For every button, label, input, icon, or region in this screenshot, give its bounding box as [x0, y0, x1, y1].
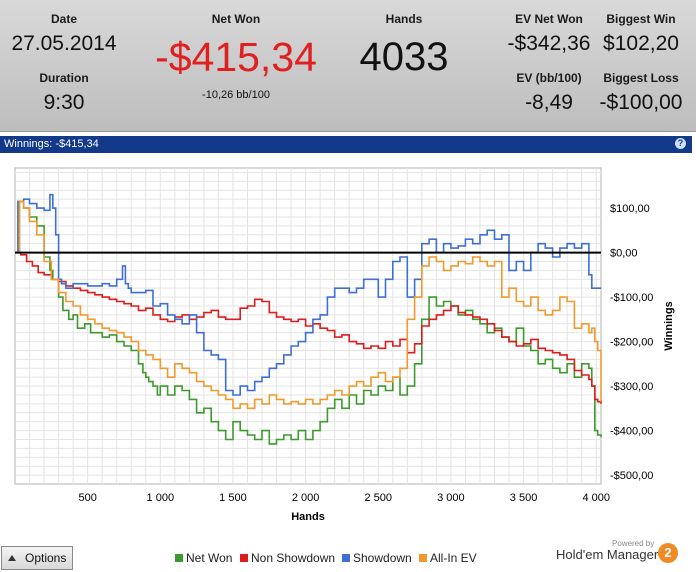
- help-icon[interactable]: ?: [675, 138, 686, 149]
- net-won-value: -$415,34: [155, 34, 317, 80]
- x-tick-label: 2 000: [292, 492, 320, 504]
- powered-by-text: Powered by: [612, 539, 655, 548]
- axis-ticks: 500 1 000 1 500 2 000 2 500 3 000 3 500 4 000 $1…: [78, 203, 653, 504]
- net-won-label: Net Won: [211, 12, 261, 26]
- x-tick-label: 1 500: [219, 492, 247, 504]
- legend-swatch: [419, 554, 427, 562]
- net-won-bb-per-100: -10,26 bb/100: [202, 89, 270, 101]
- ev-net-won-label: EV Net Won: [515, 12, 583, 26]
- x-tick-label: 1 000: [147, 492, 175, 504]
- legend-swatch: [342, 554, 350, 562]
- x-tick-label: 3 500: [510, 492, 538, 504]
- grid: [15, 168, 601, 484]
- legend-label: Showdown: [353, 551, 412, 565]
- session-summary: Date 27.05.2014 Duration 9:30 Net Won -$…: [0, 0, 696, 132]
- legend-label: All-In EV: [430, 551, 477, 565]
- x-tick-label: 2 500: [364, 492, 392, 504]
- winnings-panel-titlebar: Winnings: -$415,34 ?: [0, 136, 692, 153]
- ev-bb-value: -8,49: [525, 91, 573, 114]
- y-tick-label: $100,00: [610, 203, 650, 215]
- y-tick-label: -$500,00: [610, 470, 653, 482]
- duration-value: 9:30: [43, 91, 85, 114]
- x-tick-label: 4 000: [582, 492, 610, 504]
- y-tick-label: $0,00: [610, 248, 638, 260]
- brand-badge-icon: 2: [658, 543, 678, 563]
- series-line-non-showdown: [15, 251, 602, 404]
- x-tick-label: 3 000: [437, 492, 465, 504]
- legend-swatch: [175, 554, 183, 562]
- duration-label: Duration: [39, 71, 89, 85]
- y-tick-label: -$100,00: [610, 292, 653, 304]
- biggest-win-label: Biggest Win: [606, 12, 676, 26]
- triangle-up-icon: [8, 555, 16, 561]
- options-button[interactable]: Options: [1, 546, 73, 570]
- y-tick-label: -$300,00: [610, 381, 653, 393]
- biggest-loss-label: Biggest Loss: [603, 71, 679, 85]
- legend-swatch: [240, 554, 248, 562]
- y-tick-label: -$400,00: [610, 426, 653, 438]
- hands-value: 4033: [359, 35, 449, 79]
- biggest-loss-value: -$100,00: [599, 91, 683, 114]
- x-axis-label: Hands: [291, 511, 325, 523]
- date-value: 27.05.2014: [11, 32, 117, 55]
- y-axis-label: Winnings: [663, 301, 675, 350]
- y-tick-label: -$200,00: [610, 337, 653, 349]
- brand-logo: Powered by Hold'em Manager 2: [556, 537, 682, 567]
- winnings-chart: 500 1 000 1 500 2 000 2 500 3 000 3 500 4 000 $1…: [14, 167, 675, 523]
- panel-title: Winnings: -$415,34: [4, 138, 99, 150]
- brand-name: Hold'em Manager: [556, 547, 659, 562]
- biggest-win-value: $102,20: [603, 32, 679, 55]
- legend-label: Net Won: [186, 551, 233, 565]
- series-line-all-in-ev: [15, 200, 602, 410]
- date-label: Date: [50, 12, 77, 26]
- hands-label: Hands: [385, 12, 423, 26]
- ev-bb-label: EV (bb/100): [516, 71, 582, 85]
- ev-net-won-value: -$342,36: [507, 32, 591, 55]
- x-tick-label: 500: [78, 492, 96, 504]
- options-label: Options: [25, 551, 67, 565]
- legend-label: Non Showdown: [251, 551, 336, 565]
- series-lines: [15, 193, 602, 445]
- series-line-showdown: [15, 193, 601, 396]
